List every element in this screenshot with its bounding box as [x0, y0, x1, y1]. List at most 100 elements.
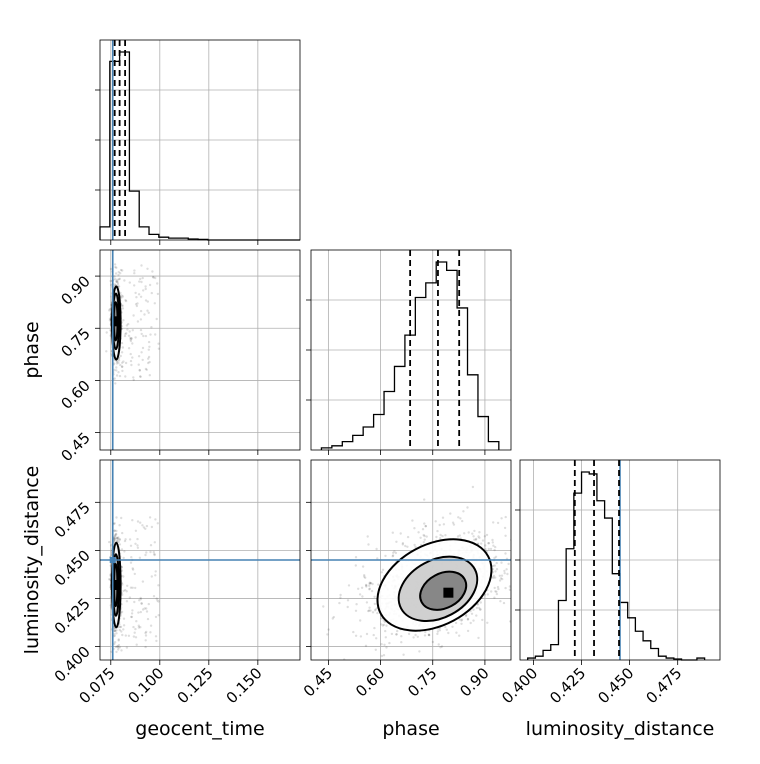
- scatter-point: [150, 291, 153, 295]
- scatter-point: [152, 595, 156, 598]
- scatter-point: [503, 569, 506, 573]
- scatter-point: [375, 547, 378, 551]
- scatter-point: [365, 584, 368, 587]
- scatter-point: [494, 555, 498, 558]
- scatter-point: [354, 556, 358, 559]
- scatter-point: [478, 608, 482, 611]
- scatter-point: [105, 350, 108, 353]
- scatter-point: [137, 626, 141, 629]
- scatter-point: [491, 541, 494, 544]
- scatter-point: [140, 332, 143, 336]
- x-axis-label: phase: [382, 718, 439, 740]
- scatter-point: [114, 645, 118, 649]
- scatter-point: [338, 601, 341, 605]
- scatter-point: [117, 273, 120, 277]
- scatter-point: [113, 377, 116, 380]
- scatter-point: [462, 510, 465, 513]
- scatter-point: [370, 589, 374, 593]
- scatter-point: [417, 531, 420, 534]
- scatter-point: [423, 498, 426, 501]
- scatter-point: [452, 523, 456, 526]
- scatter-point: [109, 267, 113, 271]
- scatter-point: [436, 632, 439, 636]
- scatter-point: [130, 615, 134, 619]
- scatter-point: [395, 540, 398, 543]
- scatter-point: [394, 551, 398, 555]
- scatter-point: [327, 628, 330, 631]
- scatter-point: [358, 593, 362, 596]
- density-contour: [419, 570, 468, 611]
- scatter-point: [355, 603, 358, 606]
- scatter-point: [118, 646, 122, 649]
- scatter-point: [492, 564, 495, 568]
- scatter-point: [392, 551, 395, 554]
- scatter-point: [146, 267, 149, 270]
- scatter-point: [423, 634, 427, 637]
- scatter-point: [124, 332, 127, 336]
- scatter-point: [113, 642, 116, 646]
- x-tick-label: 0.90: [456, 664, 492, 700]
- scatter-point: [157, 600, 160, 603]
- scatter-point: [424, 524, 427, 528]
- scatter-point: [120, 351, 124, 354]
- scatter-point: [155, 597, 158, 600]
- scatter-point: [457, 516, 460, 519]
- scatter-point: [157, 342, 160, 345]
- scatter-point: [121, 633, 124, 637]
- scatter-point: [122, 617, 126, 620]
- scatter-point: [108, 578, 111, 581]
- scatter-point: [464, 614, 468, 618]
- scatter-point: [436, 529, 439, 533]
- joint-panel-content: [105, 250, 161, 450]
- scatter-point: [359, 635, 363, 638]
- scatter-point: [521, 537, 523, 539]
- scatter-point: [115, 529, 118, 533]
- x-tick-label: 0.100: [125, 664, 168, 707]
- scatter-point: [500, 574, 504, 577]
- scatter-point: [474, 538, 477, 541]
- scatter-point: [133, 269, 136, 272]
- scatter-point: [129, 544, 133, 547]
- scatter-point: [400, 641, 403, 644]
- scatter-point: [113, 633, 116, 636]
- scatter-point: [156, 282, 159, 285]
- scatter-point: [120, 296, 123, 299]
- scatter-point: [479, 608, 482, 611]
- scatter-point: [504, 534, 507, 537]
- scatter-point: [140, 602, 143, 605]
- scatter-point: [108, 540, 111, 544]
- scatter-point: [139, 598, 142, 601]
- scatter-point: [472, 608, 475, 611]
- scatter-point: [507, 562, 510, 566]
- scatter-point: [137, 624, 140, 627]
- scatter-point: [141, 358, 144, 362]
- scatter-point: [454, 621, 458, 625]
- scatter-point: [124, 634, 128, 637]
- scatter-point: [124, 299, 128, 303]
- x-tick-label: 0.75: [404, 664, 440, 700]
- scatter-point: [115, 266, 118, 269]
- x-tick-label: 0.125: [174, 664, 217, 707]
- scatter-point: [134, 529, 138, 532]
- scatter-point: [363, 574, 366, 577]
- scatter-point: [115, 516, 118, 519]
- scatter-point: [139, 610, 142, 614]
- scatter-point: [431, 640, 435, 644]
- scatter-point: [125, 646, 129, 649]
- scatter-point: [481, 539, 485, 542]
- scatter-point: [120, 548, 124, 551]
- scatter-point: [402, 653, 405, 656]
- scatter-point: [128, 330, 131, 333]
- scatter-point: [406, 545, 409, 548]
- scatter-point: [470, 612, 474, 615]
- scatter-point: [343, 658, 346, 660]
- scatter-point: [157, 347, 161, 350]
- scatter-point: [157, 584, 160, 587]
- scatter-point: [140, 280, 143, 284]
- scatter-point: [493, 556, 496, 560]
- scatter-point: [121, 593, 124, 596]
- scatter-point: [444, 534, 447, 537]
- scatter-point: [144, 334, 148, 338]
- scatter-point: [399, 532, 402, 535]
- scatter-point: [143, 607, 146, 610]
